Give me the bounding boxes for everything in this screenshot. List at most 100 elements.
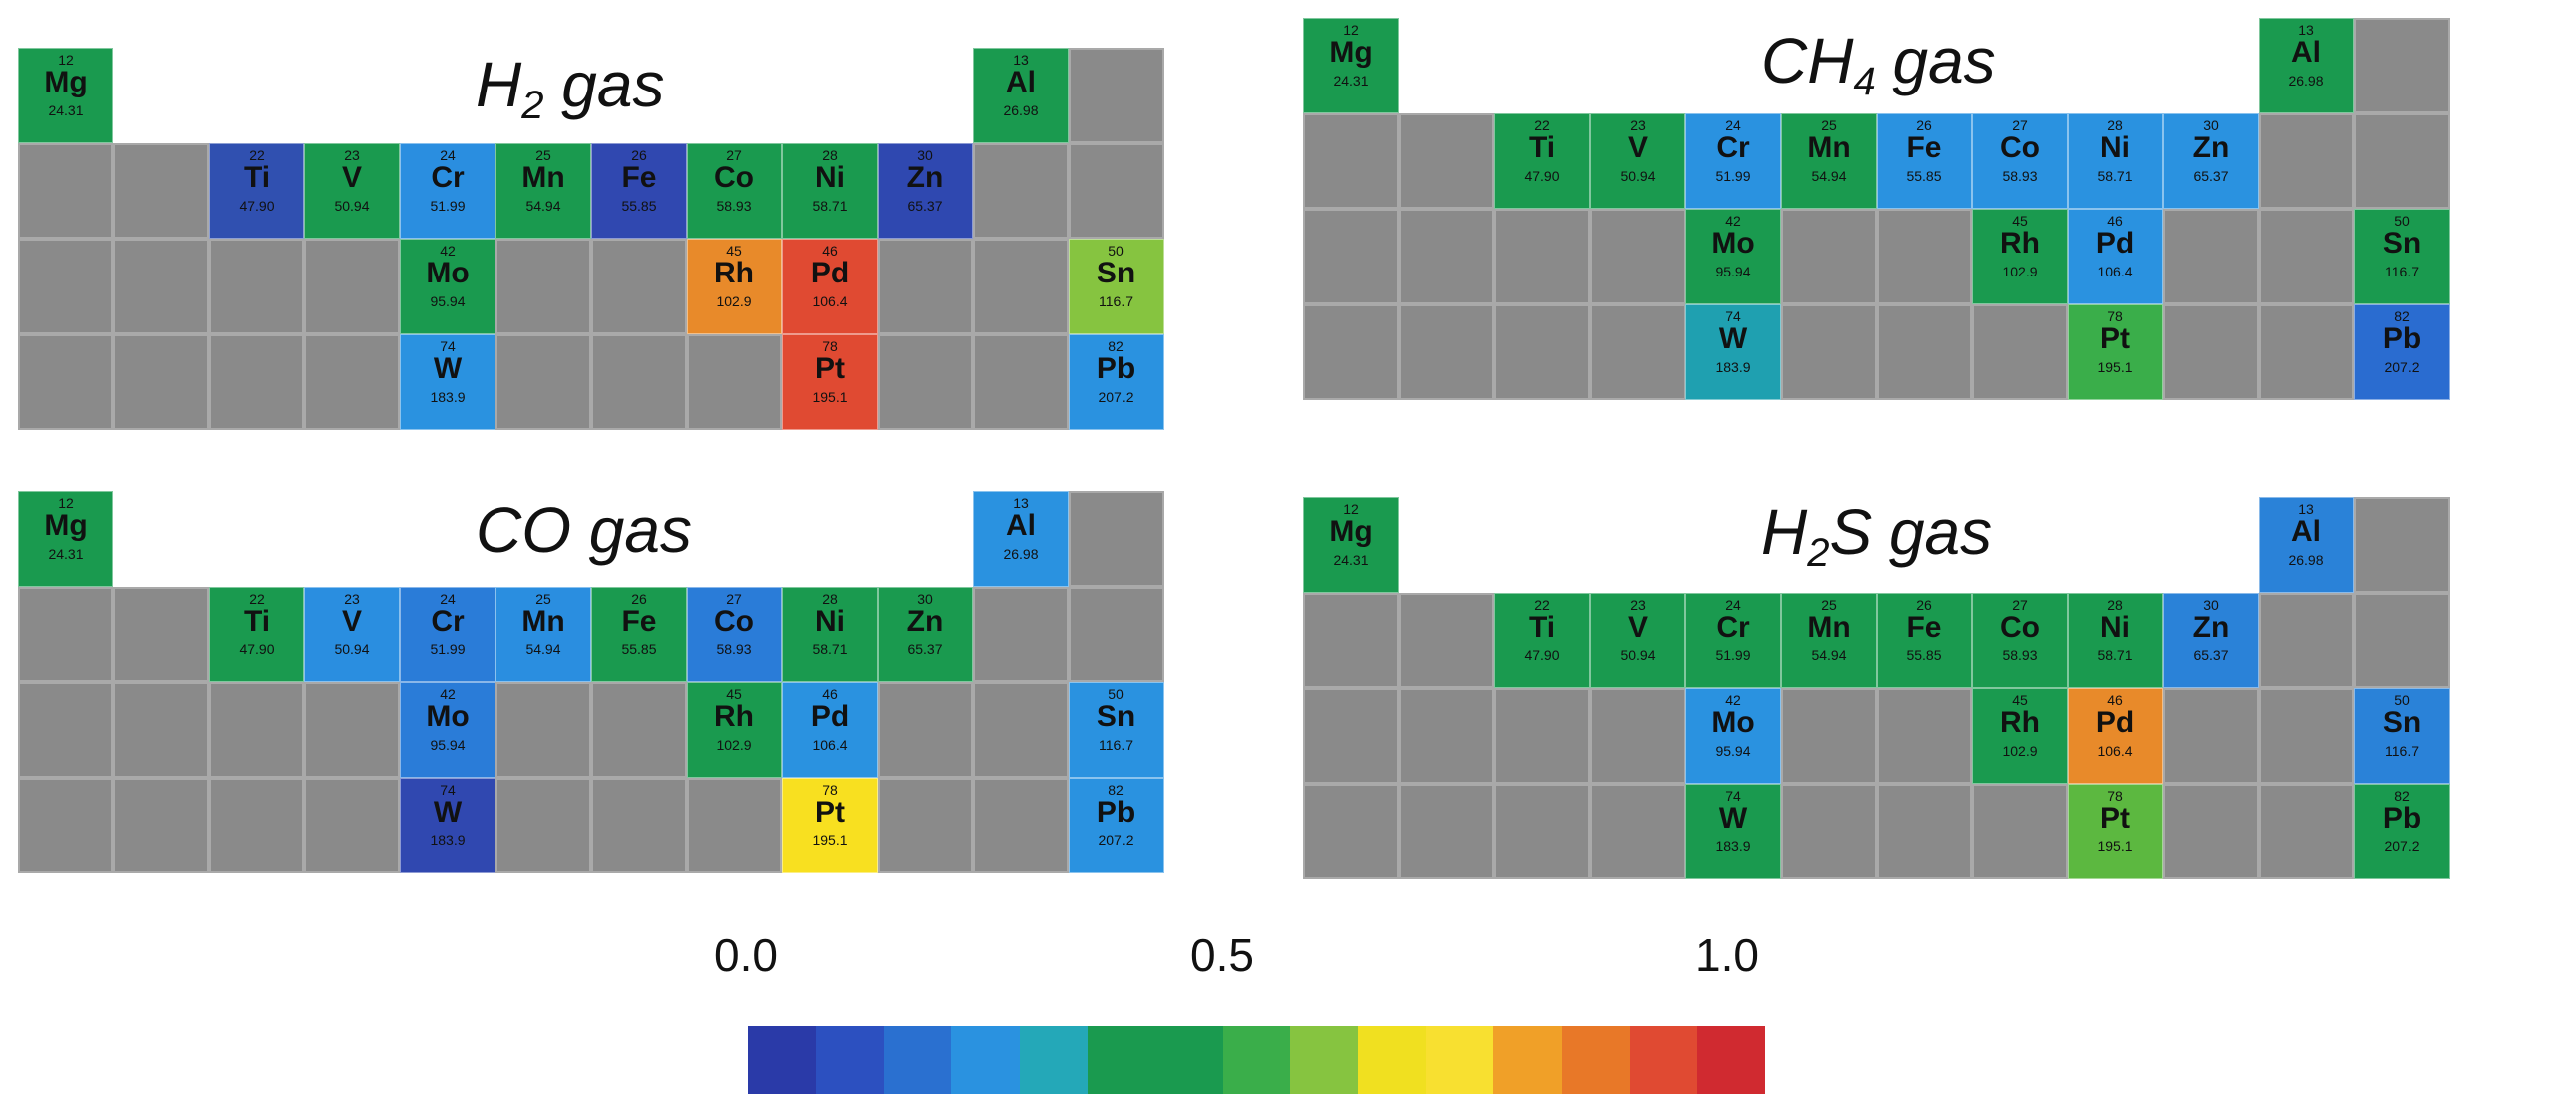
element-mo: 42 Mo 95.94	[1685, 209, 1781, 304]
grid-cell	[1399, 304, 1494, 400]
atomic-number: 46	[2107, 692, 2123, 708]
grid-cell	[2163, 209, 2259, 304]
atomic-mass: 106.4	[812, 293, 848, 309]
colorbar-segment	[1426, 1026, 1494, 1094]
atomic-number: 50	[2394, 692, 2410, 708]
element-zn: 30 Zn 65.37	[2163, 593, 2259, 688]
element-symbol: Mo	[426, 257, 470, 289]
grid-cell	[2259, 304, 2354, 400]
grid-cell	[304, 778, 400, 873]
atomic-number: 22	[1534, 117, 1550, 133]
element-symbol: Sn	[1096, 700, 1136, 733]
grid-cell	[1399, 209, 1494, 304]
element-symbol: Mo	[1711, 227, 1755, 260]
element-symbol: Ti	[243, 605, 271, 638]
grid-cell	[18, 778, 113, 873]
element-symbol: Co	[2000, 131, 2040, 164]
atomic-number: 26	[631, 147, 647, 163]
atomic-number: 22	[1534, 597, 1550, 613]
grid-cell	[18, 143, 113, 239]
element-symbol: Cr	[431, 161, 465, 194]
atomic-number: 74	[1725, 308, 1741, 324]
atomic-number: 82	[2394, 308, 2410, 324]
atomic-mass: 54.94	[525, 642, 561, 657]
grid-cell	[304, 334, 400, 430]
atomic-number: 13	[1013, 495, 1029, 511]
grid-cell	[495, 682, 591, 778]
grid-cell	[591, 239, 687, 334]
element-ti: 22 Ti 47.90	[1494, 113, 1590, 209]
atomic-mass: 50.94	[334, 198, 370, 214]
element-pt: 78 Pt 195.1	[2068, 784, 2163, 879]
element-mg: 12 Mg 24.31	[1303, 18, 1399, 113]
element-mn: 25 Mn 54.94	[495, 143, 591, 239]
element-co: 27 Co 58.93	[687, 587, 782, 682]
grid-cell	[878, 682, 973, 778]
grid-cell	[973, 682, 1069, 778]
element-symbol: Pd	[810, 700, 850, 733]
grid-cell	[973, 587, 1069, 682]
element-symbol: Mg	[1329, 36, 1373, 69]
grid-cell	[2259, 113, 2354, 209]
atomic-mass: 116.7	[1099, 737, 1133, 753]
element-symbol: Pb	[1096, 352, 1136, 385]
element-rh: 45 Rh 102.9	[687, 239, 782, 334]
element-symbol: Sn	[1096, 257, 1136, 289]
atomic-mass: 51.99	[1715, 168, 1751, 184]
atomic-mass: 116.7	[2385, 264, 2419, 279]
atomic-mass: 95.94	[430, 293, 466, 309]
atomic-number: 24	[440, 591, 456, 607]
atomic-mass: 95.94	[430, 737, 466, 753]
grid-cell	[1781, 304, 1877, 400]
grid-cell	[113, 682, 209, 778]
panel-title: CH4 gas	[1761, 25, 1996, 101]
element-sn: 50 Sn 116.7	[1069, 239, 1164, 334]
element-cr: 24 Cr 51.99	[1685, 113, 1781, 209]
atomic-number: 23	[344, 147, 360, 163]
atomic-mass: 54.94	[1811, 168, 1847, 184]
grid-cell	[1494, 304, 1590, 400]
element-symbol: V	[341, 161, 362, 194]
element-pb: 82 Pb 207.2	[1069, 778, 1164, 873]
atomic-number: 42	[440, 243, 456, 259]
atomic-mass: 26.98	[2288, 552, 2324, 568]
atomic-number: 25	[535, 591, 551, 607]
grid-cell	[1494, 784, 1590, 879]
element-symbol: Ti	[1528, 131, 1556, 164]
grid-cell	[1877, 209, 1972, 304]
atomic-number: 27	[2012, 117, 2028, 133]
grid-cell	[2354, 497, 2450, 593]
atomic-mass: 50.94	[1620, 168, 1656, 184]
atomic-mass: 26.98	[1003, 102, 1039, 118]
grid-cell	[1781, 688, 1877, 784]
panel-4: H2S gas 12 Mg 24.31 13 Al 26.98 22 Ti 47.90 23 V 50.…	[1303, 497, 2450, 879]
atomic-mass: 47.90	[239, 198, 275, 214]
element-symbol: V	[1627, 131, 1648, 164]
atomic-number: 25	[1821, 117, 1837, 133]
element-symbol: W	[433, 352, 463, 385]
atomic-number: 25	[535, 147, 551, 163]
element-rh: 45 Rh 102.9	[1972, 688, 2068, 784]
element-symbol: Mo	[1711, 706, 1755, 739]
atomic-mass: 102.9	[716, 737, 752, 753]
grid-cell	[973, 778, 1069, 873]
grid-cell	[2354, 113, 2450, 209]
grid-cell	[209, 778, 304, 873]
grid-cell	[2163, 688, 2259, 784]
element-sn: 50 Sn 116.7	[2354, 688, 2450, 784]
element-symbol: Mo	[426, 700, 470, 733]
element-ni: 28 Ni 58.71	[2068, 113, 2163, 209]
atomic-mass: 95.94	[1715, 743, 1751, 759]
grid-cell	[209, 239, 304, 334]
atomic-mass: 195.1	[812, 389, 848, 405]
title-main: CH	[1761, 25, 1854, 96]
atomic-mass: 58.93	[2002, 647, 2038, 663]
element-v: 23 V 50.94	[304, 143, 400, 239]
atomic-number: 78	[2107, 788, 2123, 804]
element-fe: 26 Fe 55.85	[591, 587, 687, 682]
element-zn: 30 Zn 65.37	[878, 587, 973, 682]
atomic-mass: 47.90	[1524, 168, 1560, 184]
colorbar-segment	[1629, 1026, 1698, 1094]
atomic-mass: 47.90	[1524, 647, 1560, 663]
element-co: 27 Co 58.93	[1972, 113, 2068, 209]
